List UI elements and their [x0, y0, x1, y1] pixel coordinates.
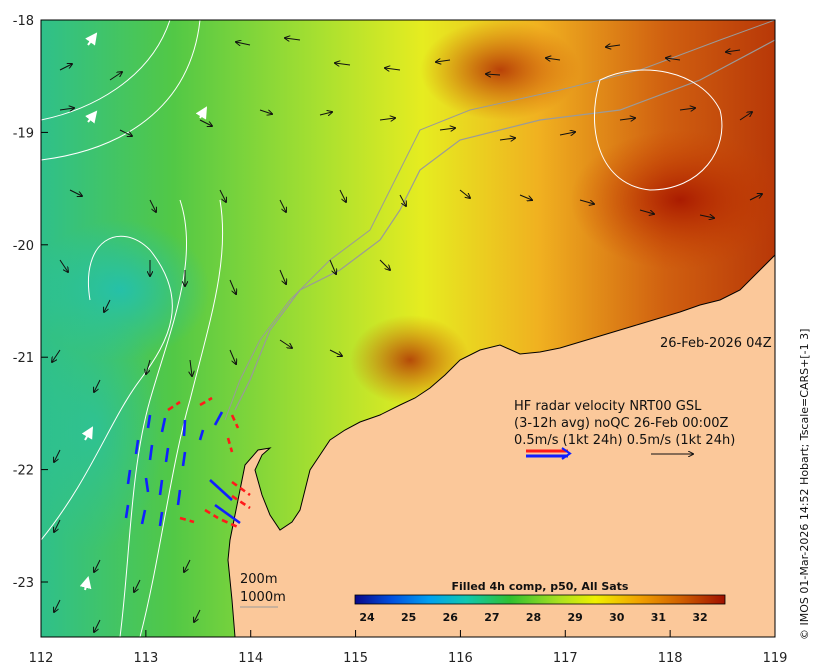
y-tick-label: -19 [13, 126, 34, 141]
colorbar-tick-label: 27 [484, 611, 499, 624]
y-axis-ticks: -18 -19 -20 -21 -22 -23 [13, 14, 48, 591]
map-area [41, 20, 775, 637]
colorbar-tick-label: 28 [526, 611, 541, 624]
map-frame [40, 19, 776, 638]
x-tick-label: 115 [343, 651, 368, 666]
legend-line-2: (3-12h avg) noQC 26-Feb 00:00Z [514, 416, 729, 431]
colorbar-tick-label: 32 [692, 611, 707, 624]
x-tick-label: 112 [29, 651, 54, 666]
model-current-vectors [52, 38, 762, 632]
y-tick-label: -18 [13, 14, 34, 29]
white-current-vectors [79, 32, 208, 591]
credit-text: © IMOS 01-Mar-2026 14:52 Hobart; Tscale=… [798, 329, 811, 640]
colorbar-tick-label: 26 [443, 611, 459, 624]
hf-radar-blue-vectors [124, 411, 241, 527]
x-tick-label: 118 [658, 651, 683, 666]
colorbar-tick-label: 30 [609, 611, 625, 624]
legend-line-3: 0.5m/s (1kt 24h) 0.5m/s (1kt 24h) [514, 433, 735, 448]
colorbar-tick-label: 24 [359, 611, 375, 624]
legend-line-1: HF radar velocity NRT00 GSL [514, 399, 702, 414]
warm-water-patch [570, 130, 775, 270]
colorbar-gradient [354, 594, 726, 605]
y-tick-label: -23 [13, 576, 34, 591]
y-tick-label: -21 [13, 351, 34, 366]
x-tick-label: 113 [133, 651, 158, 666]
x-axis-ticks: 112 113 114 115 116 117 118 119 [29, 630, 788, 666]
x-tick-label: 116 [448, 651, 473, 666]
y-tick-label: -22 [13, 464, 34, 479]
hf-radar-vectors [124, 396, 251, 530]
isobath-label-200m: 200m [240, 572, 277, 587]
x-tick-label: 117 [553, 651, 578, 666]
y-tick-label: -20 [13, 239, 34, 254]
colorbar-ticks: 24 25 26 27 28 29 30 31 32 [359, 611, 707, 624]
x-tick-label: 114 [238, 651, 263, 666]
timestamp-label: 26-Feb-2026 04Z [660, 336, 772, 351]
x-tick-label: 119 [763, 651, 788, 666]
colorbar: Filled 4h comp, p50, All Sats 24 25 26 27 28… [354, 580, 726, 624]
isobath-200m [234, 39, 775, 411]
isobath-label-1000m: 1000m [240, 590, 286, 605]
colorbar-tick-label: 25 [401, 611, 416, 624]
land-mass [227, 254, 775, 637]
colorbar-tick-label: 29 [567, 611, 582, 624]
radar-legend: HF radar velocity NRT00 GSL (3-12h avg) … [514, 399, 735, 460]
colorbar-title: Filled 4h comp, p50, All Sats [452, 580, 629, 593]
hf-radar-red-vectors [167, 396, 251, 530]
colorbar-tick-label: 31 [651, 611, 666, 624]
sst-contours [41, 20, 723, 637]
